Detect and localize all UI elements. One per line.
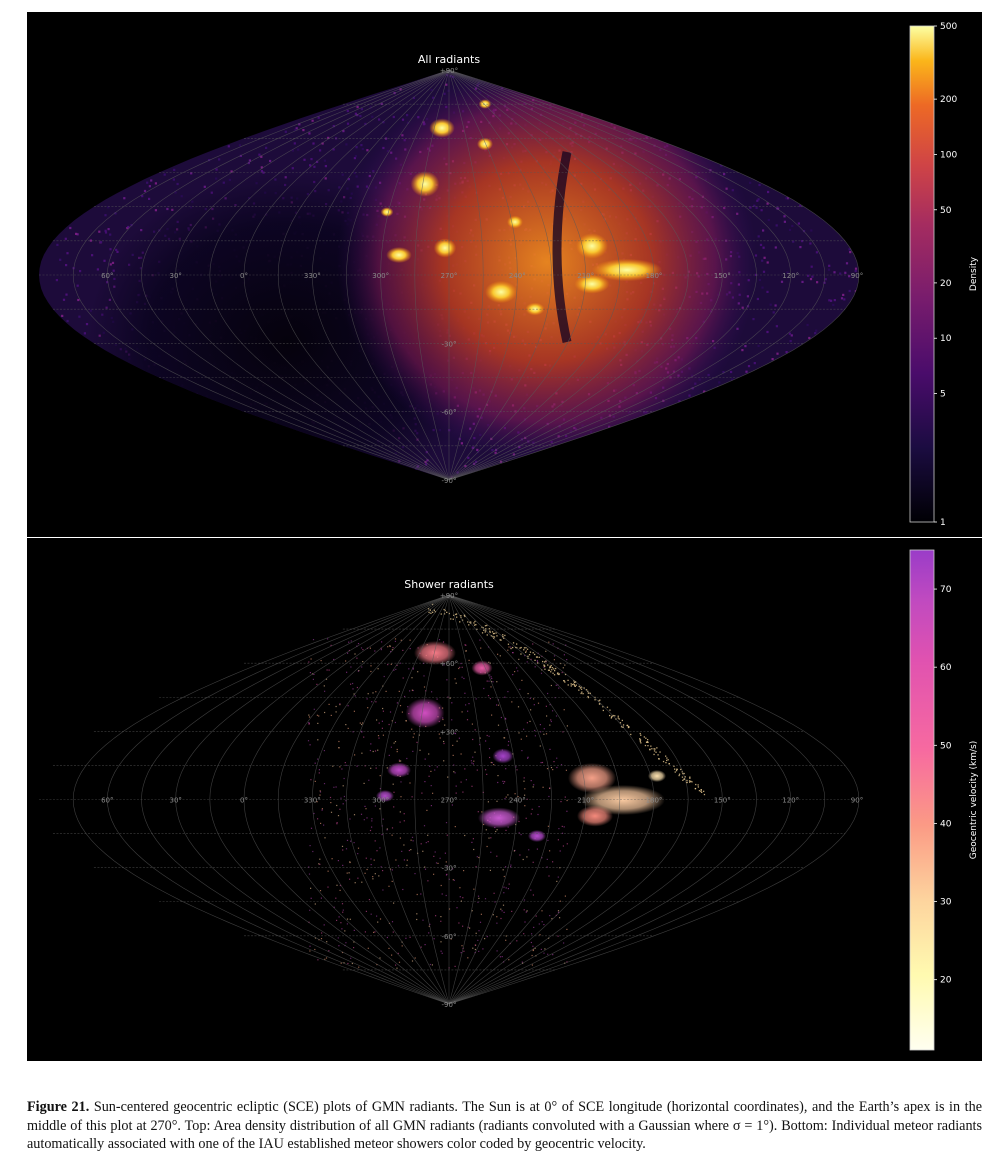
meridian-line	[448, 69, 655, 481]
longitude-label: 0°	[240, 272, 248, 280]
shower-radiant-cluster	[568, 763, 616, 793]
shower-radiant-cluster	[478, 807, 520, 829]
radiant-hotspot	[576, 233, 608, 259]
shower-radiant-cluster	[414, 641, 456, 665]
longitude-label: 120°	[782, 272, 799, 280]
latitude-label: -90°	[442, 1001, 457, 1009]
longitude-label: 30°	[169, 797, 181, 805]
longitude-label: 330°	[304, 272, 321, 280]
colorbar-tick-label: 10	[940, 334, 952, 344]
shower-radiant-cluster	[577, 805, 613, 827]
shower-radiant-cluster	[387, 762, 411, 778]
radiant-hotspot	[591, 258, 663, 282]
radiant-hotspot	[380, 207, 394, 217]
longitude-label: 60°	[101, 797, 113, 805]
longitude-label: 90°	[851, 797, 863, 805]
latitude-label: +30°	[440, 728, 458, 736]
panel-title: Shower radiants	[404, 578, 494, 591]
colorbar-gradient	[909, 549, 935, 1051]
colorbar: 70 60 50 40 30 20 Geocentric velocity (km/s)	[909, 549, 979, 1051]
longitude-label: 300°	[372, 272, 389, 280]
shower-map: Shower radiants 60° 30° 0° 330° 300° 270° 240°…	[39, 549, 979, 1051]
longitude-label: 180°	[646, 272, 663, 280]
latitude-label: -60°	[442, 933, 457, 941]
longitude-label: 60°	[101, 272, 113, 280]
meridian-line	[448, 594, 655, 1005]
colorbar-tick-label: 5	[940, 390, 946, 400]
graticule	[39, 594, 860, 1005]
shower-radiant-cluster	[492, 748, 514, 764]
density-plot-panel: All radiants 60° 30° 0° 330° 300° 270° 240° 210…	[27, 12, 982, 537]
longitude-label: 240°	[509, 272, 526, 280]
longitude-label: 150°	[714, 797, 731, 805]
colorbar-tick-label: 100	[940, 150, 957, 160]
meridian-line	[346, 69, 450, 481]
longitude-label: 30°	[169, 272, 181, 280]
longitude-label: 300°	[372, 797, 389, 805]
latitude-label: +90°	[440, 67, 458, 75]
shower-plot-panel: Shower radiants 60° 30° 0° 330° 300° 270° 240°…	[27, 538, 982, 1061]
latitude-label: +90°	[440, 592, 458, 600]
latitude-label: +60°	[440, 660, 458, 668]
figure-caption: Figure 21. Sun-centered geocentric eclip…	[27, 1098, 982, 1154]
radiant-hotspot	[386, 247, 412, 263]
longitude-label: 180°	[646, 797, 663, 805]
radiant-hotspot	[485, 280, 517, 304]
meridian-line	[380, 594, 450, 1005]
colorbar-tick-label: 200	[940, 95, 957, 105]
radiant-hotspot	[477, 137, 493, 151]
colorbar-tick-label: 20	[940, 976, 952, 986]
colorbar-tick-label: 50	[940, 206, 952, 216]
density-map: All radiants 60° 30° 0° 330° 300° 270° 240° 210…	[39, 22, 979, 528]
radiant-hotspot	[433, 238, 457, 258]
meridian-line	[448, 69, 621, 481]
colorbar-tick-label: 1	[940, 518, 946, 528]
longitude-label: 120°	[782, 797, 799, 805]
meridian-line	[346, 594, 450, 1005]
longitude-label: 240°	[509, 797, 526, 805]
colorbar-tick-label: 500	[940, 22, 957, 32]
colorbar-tick-label: 50	[940, 741, 952, 751]
longitude-label: 150°	[714, 272, 731, 280]
radiant-hotspot	[525, 302, 545, 316]
latitude-label: -30°	[442, 865, 457, 873]
colorbar-tick-label: 60	[940, 663, 952, 673]
colorbar-tick-label: 70	[940, 585, 952, 595]
meridian-line	[72, 69, 450, 481]
shower-radiant-cluster	[528, 830, 546, 842]
graticule	[39, 69, 860, 481]
colorbar: 500 200 100 50 20 10 5 1 Density	[909, 22, 979, 528]
longitude-label: 210°	[577, 797, 594, 805]
latitude-label: -90°	[442, 477, 457, 485]
colorbar-label: Density	[969, 256, 979, 291]
caption-text: Sun-centered geocentric ecliptic (SCE) p…	[27, 1099, 983, 1152]
shower-radiant-cluster	[471, 660, 493, 676]
shower-radiant-cluster	[648, 770, 666, 782]
meridian-line	[448, 594, 621, 1005]
colorbar-tick-label: 20	[940, 279, 952, 289]
caption-label: Figure 21.	[27, 1099, 90, 1115]
shower-radiant-cluster	[405, 698, 445, 728]
longitude-label: 0°	[240, 797, 248, 805]
longitude-label: 210°	[577, 272, 594, 280]
meridian-line	[380, 69, 450, 481]
radiant-hotspot	[507, 215, 523, 229]
longitude-label: 330°	[304, 797, 321, 805]
radiant-hotspot	[410, 171, 440, 197]
colorbar-gradient	[909, 25, 935, 523]
longitude-label: 270°	[441, 797, 458, 805]
latitude-label: -30°	[442, 340, 457, 348]
panel-title: All radiants	[418, 53, 480, 66]
longitude-label: 90°	[851, 272, 863, 280]
meridian-line	[72, 594, 450, 1005]
radiant-hotspot	[574, 274, 610, 294]
latitude-label: -60°	[442, 409, 457, 417]
longitude-label: 270°	[441, 272, 458, 280]
colorbar-tick-label: 30	[940, 898, 952, 908]
colorbar-label: Geocentric velocity (km/s)	[969, 741, 979, 860]
colorbar-tick-label: 40	[940, 819, 952, 829]
